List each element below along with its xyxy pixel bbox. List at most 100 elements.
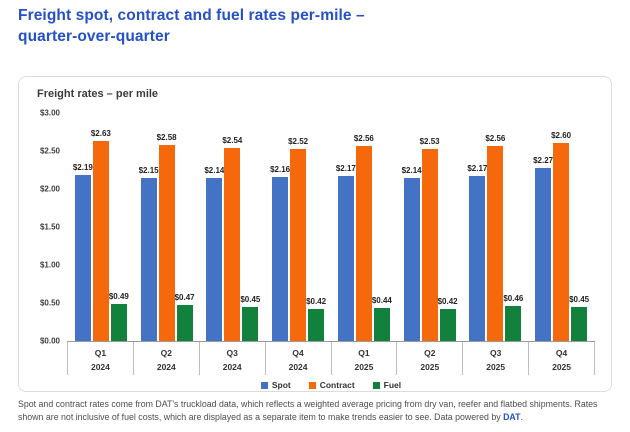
chart-area: $3.00 $2.50 $2.00 $1.50 $1.00 $0.50 $0.00 $2.1… (33, 109, 595, 390)
footnote: Spot and contract rates come from DAT's … (18, 398, 616, 424)
bar-spot (469, 176, 486, 341)
bar-value-label: $0.45 (569, 294, 590, 304)
bar-wrap-contract: $2.60 (551, 113, 572, 341)
bar-value-label: $2.19 (72, 162, 93, 172)
chart-panel: Freight rates – per mile $3.00 $2.50 $2.00… (18, 76, 612, 392)
bar-group: $2.27 $2.60 $0.45 (533, 113, 590, 341)
bar-fuel (176, 305, 193, 341)
bar-spot (272, 176, 289, 341)
bar-value-label: $0.45 (240, 294, 261, 304)
bar-spot (140, 177, 157, 341)
bar-contract (487, 146, 504, 341)
y-tick-label: $1.50 (39, 222, 60, 232)
bar-wrap-contract: $2.56 (485, 113, 505, 341)
y-tick-label: $2.00 (39, 184, 60, 194)
y-axis: $3.00 $2.50 $2.00 $1.50 $1.00 $0.50 $0.00 (33, 109, 67, 346)
bar-value-label: $0.46 (503, 294, 524, 304)
bar-value-label: $2.16 (270, 164, 291, 174)
x-axis-label: Q2 2024 (132, 342, 199, 375)
bar-group: $2.17 $2.56 $0.44 (336, 113, 392, 341)
bar-wrap-spot: $2.27 (533, 113, 553, 341)
bar-value-label: $2.52 (288, 137, 309, 147)
bar-wrap-fuel: $0.49 (108, 113, 129, 341)
bar-group: $2.16 $2.52 $0.42 (270, 113, 327, 341)
footnote-period: . (520, 411, 523, 422)
bar-wrap-contract: $2.52 (288, 113, 309, 341)
bar-contract (355, 146, 372, 341)
x-label-quarter: Q2 (160, 348, 172, 358)
bar-group: $2.14 $2.54 $0.45 (204, 113, 261, 341)
bar-wrap-fuel: $0.44 (372, 113, 392, 341)
legend-item-fuel: Fuel (372, 380, 402, 390)
bar-wrap-spot: $2.19 (72, 113, 93, 341)
x-axis: Q1 2024 Q2 2024 Q3 2024 Q4 2024 Q1 2025 Q2 2025 Q3 20… (67, 341, 595, 375)
y-tick-label: $0.50 (39, 298, 60, 308)
legend-item-spot: Spot (260, 380, 291, 390)
bar-contract (92, 141, 109, 341)
bar-contract (224, 147, 241, 341)
bar-value-label: $2.56 (353, 134, 374, 144)
bar-value-label: $0.42 (306, 297, 327, 307)
bar-wrap-fuel: $0.45 (240, 113, 261, 341)
bar-value-label: $2.14 (401, 166, 422, 176)
x-axis-label: Q1 2024 (67, 342, 133, 375)
x-label-year: 2025 (552, 362, 572, 373)
bar-spot (74, 174, 91, 341)
bar-wrap-spot: $2.14 (401, 113, 422, 341)
bar-contract (421, 148, 438, 341)
bar-wrap-contract: $2.53 (419, 113, 440, 341)
bar-fuel (571, 306, 588, 341)
bar-contract (158, 144, 175, 341)
x-axis-label: Q4 2024 (264, 342, 331, 375)
y-tick-label: $3.00 (39, 108, 60, 118)
dat-link[interactable]: DAT (503, 411, 521, 422)
legend-swatch-icon (260, 381, 268, 389)
chart-title: Freight rates – per mile (37, 88, 159, 100)
bar-spot (206, 178, 223, 341)
bar-fuel (308, 309, 325, 341)
bar-value-label: $2.63 (90, 129, 111, 139)
x-label-year: 2025 (420, 362, 440, 373)
x-axis-label: Q3 2024 (198, 342, 265, 375)
bar-fuel (110, 303, 127, 341)
bar-wrap-spot: $2.17 (336, 113, 356, 341)
bar-contract (290, 149, 307, 341)
y-tick-label: $1.00 (39, 260, 60, 270)
y-tick-label: $0.00 (39, 336, 60, 346)
bar-value-label: $2.53 (419, 136, 440, 146)
bar-value-label: $2.14 (204, 166, 225, 176)
x-label-quarter: Q4 (292, 348, 304, 358)
bar-value-label: $0.42 (437, 297, 458, 307)
x-label-year: 2024 (90, 362, 110, 373)
bar-spot (337, 176, 354, 341)
y-tick-label: $2.50 (39, 146, 60, 156)
bar-value-label: $0.49 (108, 291, 129, 301)
footnote-text: Spot and contract rates come from DAT's … (18, 399, 598, 422)
bar-wrap-contract: $2.56 (353, 113, 374, 341)
bar-value-label: $0.47 (174, 293, 195, 303)
x-axis-label: Q4 2025 (528, 342, 595, 375)
plot-column: $2.19 $2.63 $0.49 $2.15 $2.58 $0.47 $2.14 $2.54… (67, 113, 595, 390)
bar-wrap-contract: $2.54 (222, 113, 243, 341)
bar-value-label: $2.60 (551, 131, 572, 141)
legend-label: Fuel (383, 380, 402, 390)
x-label-year: 2024 (288, 362, 308, 373)
x-label-year: 2025 (354, 362, 374, 373)
x-axis-label: Q1 2025 (330, 342, 397, 375)
bar-value-label: $2.54 (222, 135, 243, 145)
x-label-year: 2024 (156, 362, 176, 373)
bar-group: $2.19 $2.63 $0.49 (72, 113, 129, 341)
bar-wrap-spot: $2.16 (270, 113, 291, 341)
legend-label: Spot (271, 380, 291, 390)
bar-group: $2.14 $2.53 $0.42 (401, 113, 458, 341)
bar-wrap-fuel: $0.46 (503, 113, 524, 341)
page-title-line2: quarter-over-quarter (18, 28, 170, 46)
bar-wrap-fuel: $0.42 (437, 113, 458, 341)
bar-group: $2.17 $2.56 $0.46 (467, 113, 524, 341)
bar-fuel (439, 309, 456, 341)
x-axis-label: Q2 2025 (396, 342, 462, 375)
x-label-quarter: Q2 (424, 348, 436, 358)
x-label-quarter: Q4 (555, 348, 568, 358)
bar-wrap-contract: $2.63 (90, 113, 111, 341)
bar-wrap-spot: $2.14 (204, 113, 225, 341)
